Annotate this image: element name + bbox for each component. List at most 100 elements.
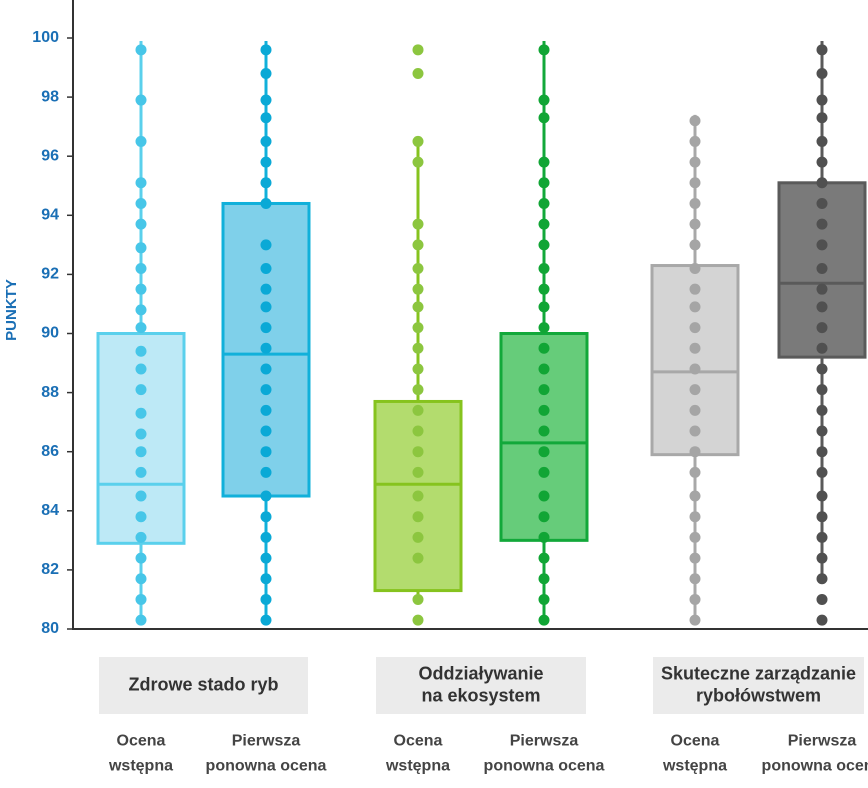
data-point [816,135,828,147]
data-point [816,363,828,375]
data-point [135,322,147,334]
data-point [260,425,272,437]
y-tick-label: 98 [41,88,59,105]
data-point [816,446,828,458]
data-point [689,552,701,564]
category-label-line: ponowna ocena [762,758,868,775]
data-point [689,197,701,209]
data-point [689,614,701,626]
category-label-line: wstępna [662,758,727,775]
data-point [260,239,272,251]
group-label-line: na ekosystem [421,685,540,705]
data-point [412,67,424,79]
data-point [260,466,272,478]
box [650,264,740,457]
data-point [135,511,147,523]
category-label: Ocena wstępna [108,733,173,775]
data-point [260,67,272,79]
data-point [260,404,272,416]
data-point [135,262,147,274]
data-point [260,446,272,458]
data-point [538,322,550,334]
group-label: Skuteczne zarządzanie rybołówstwem [661,663,856,705]
data-point [260,301,272,313]
y-tick-label: 100 [32,29,59,46]
data-point [412,614,424,626]
data-point [538,490,550,502]
data-point [816,466,828,478]
data-point [412,239,424,251]
data-point [412,490,424,502]
data-point [135,466,147,478]
data-point [816,425,828,437]
data-point [689,531,701,543]
category-label-line: Pierwsza [510,733,579,750]
data-point [816,531,828,543]
data-point [412,446,424,458]
data-point [412,301,424,313]
y-tick-label: 90 [41,325,59,342]
data-point [538,466,550,478]
y-tick-label: 82 [41,561,59,578]
data-point [816,94,828,106]
y-axis-label: PUNKTY [3,279,20,341]
data-point [135,573,147,585]
data-point [412,363,424,375]
category-label-line: Pierwsza [232,733,301,750]
data-point [412,156,424,168]
data-point [538,425,550,437]
category-label-line: Ocena [671,733,720,750]
y-tick-label: 92 [41,266,59,283]
category-label-line: wstępna [108,758,173,775]
data-point [538,44,550,56]
data-point [412,593,424,605]
data-point [816,239,828,251]
category-label-line: Ocena [117,733,166,750]
data-point [135,345,147,357]
data-point [538,446,550,458]
data-point [135,218,147,230]
data-point [689,115,701,127]
group-label-line: Zdrowe stado ryb [128,674,278,694]
data-point [260,283,272,295]
data-point [135,177,147,189]
data-point [816,301,828,313]
data-point [260,94,272,106]
data-point [538,218,550,230]
data-point [412,531,424,543]
data-point [260,135,272,147]
data-point [816,404,828,416]
data-point [412,44,424,56]
data-point [135,197,147,209]
data-point [816,342,828,354]
data-point [260,177,272,189]
y-tick-label: 86 [41,443,59,460]
data-point [538,384,550,396]
data-point [135,490,147,502]
data-point [135,242,147,254]
category-label-line: wstępna [385,758,450,775]
data-point [135,363,147,375]
data-point [816,573,828,585]
data-point [412,322,424,334]
data-point [260,44,272,56]
category-label-line: ponowna ocena [206,758,327,775]
group-label: Zdrowe stado ryb [128,674,278,694]
data-point [816,593,828,605]
data-point [538,262,550,274]
group-label-line: Oddziaływanie [418,663,543,683]
data-point [260,384,272,396]
group-label-line: rybołówstwem [696,685,821,705]
data-point [135,384,147,396]
data-point [412,283,424,295]
y-tick-label: 84 [41,502,59,519]
data-point [260,156,272,168]
data-point [689,218,701,230]
data-point [412,135,424,147]
data-point [260,197,272,209]
data-point [135,94,147,106]
data-point [816,197,828,209]
y-tick-label: 88 [41,384,59,401]
category-label: Ocena wstępna [385,733,450,775]
